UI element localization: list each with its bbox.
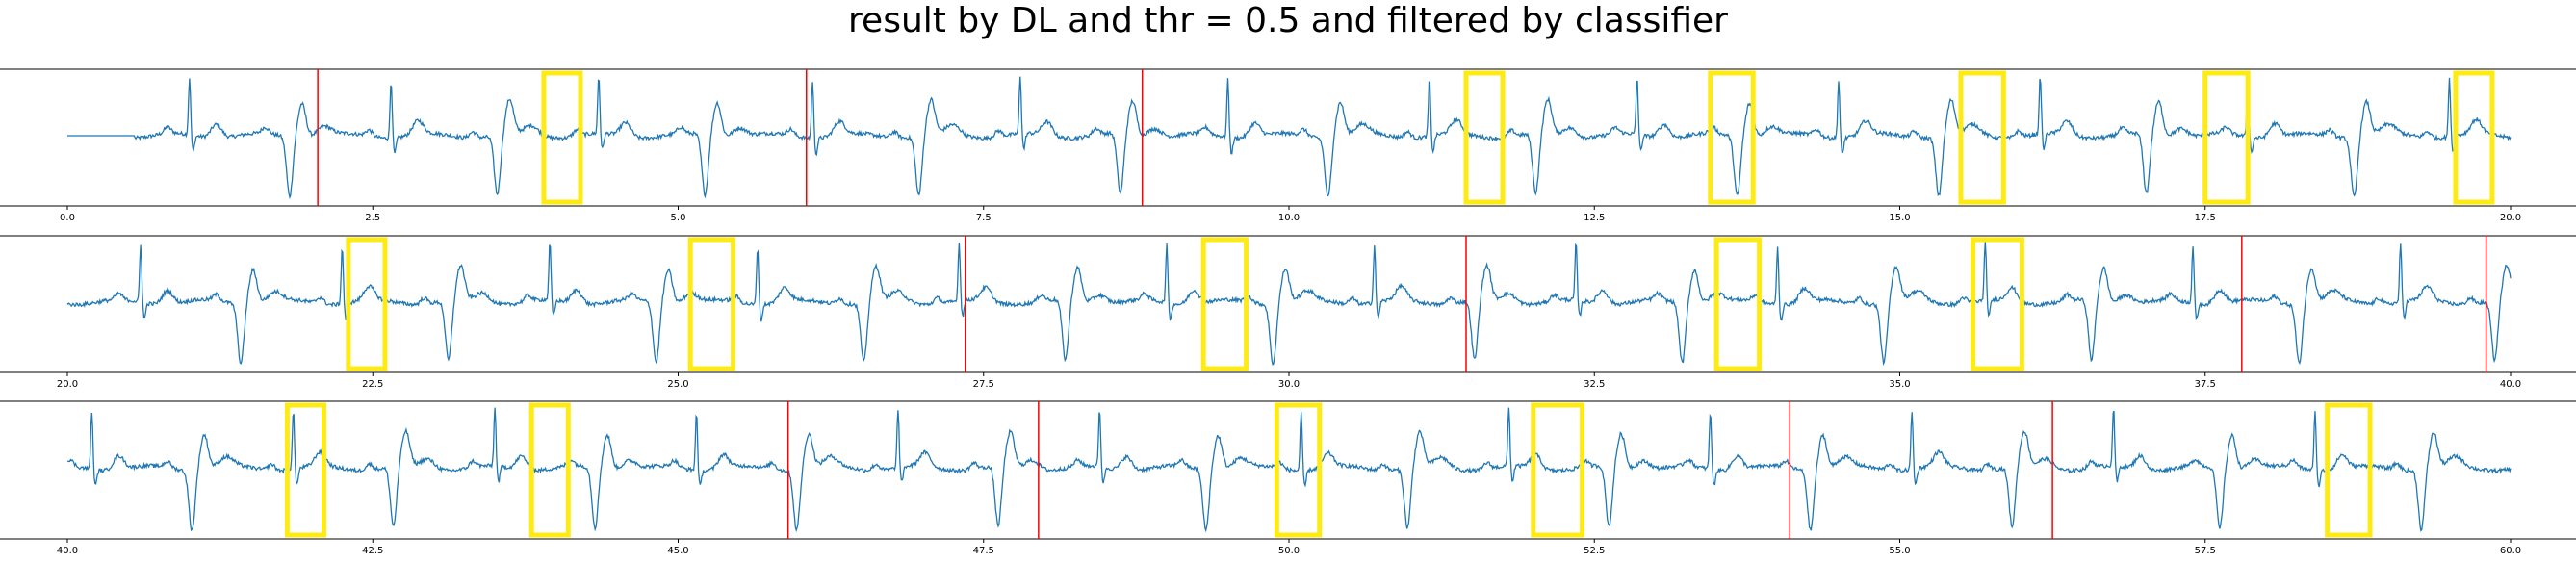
x-tick-label: 52.5 xyxy=(1584,546,1605,556)
detection-box-4 xyxy=(1958,70,2006,205)
x-tick-label: 0.0 xyxy=(60,213,75,223)
x-tick-label: 17.5 xyxy=(2195,213,2216,223)
x-tick-label: 5.0 xyxy=(671,213,686,223)
ecg-signal-line xyxy=(66,242,2512,367)
x-tick-label: 15.0 xyxy=(1889,213,1910,223)
chart-panel-3: 40.0 42.5 45.0 47.5 50.0 52.5 55.0 57.5 60.0 xyxy=(0,400,2576,556)
detection-box-5 xyxy=(1971,237,2024,371)
detection-box-5 xyxy=(2202,70,2251,205)
x-tick-label: 45.0 xyxy=(667,546,688,556)
x-tick-label: 35.0 xyxy=(1889,379,1910,390)
detection-box-3 xyxy=(1708,70,1756,205)
x-tick-label: 20.0 xyxy=(2500,213,2521,223)
detection-box-1 xyxy=(346,237,388,371)
x-tick-label: 25.0 xyxy=(667,379,688,390)
x-tick-label: 10.0 xyxy=(1278,213,1300,223)
ecg-signal-line xyxy=(66,407,2512,533)
detection-box-2 xyxy=(528,402,571,538)
x-tick-label: 40.0 xyxy=(57,546,78,556)
x-tick-label: 22.5 xyxy=(362,379,383,390)
detection-box-3 xyxy=(1274,402,1323,538)
x-tick-label: 12.5 xyxy=(1584,213,1605,223)
detection-box-3 xyxy=(1200,237,1249,371)
chart-panel-1: 0.0 2.5 5.0 7.5 10.0 12.5 15.0 17.5 20.0 xyxy=(0,68,2576,223)
x-tick-label: 60.0 xyxy=(2500,546,2521,556)
x-tick-label: 2.5 xyxy=(365,213,380,223)
x-tick-label: 7.5 xyxy=(976,213,992,223)
x-tick-label: 32.5 xyxy=(1584,379,1605,390)
x-tick-label: 42.5 xyxy=(362,546,383,556)
x-tick-label: 37.5 xyxy=(2195,379,2216,390)
x-tick-label: 50.0 xyxy=(1278,546,1300,556)
detection-box-1 xyxy=(541,70,583,205)
detection-box-2 xyxy=(1463,70,1506,205)
x-tick-label: 27.5 xyxy=(973,379,994,390)
chart-panel-2: 20.0 22.5 25.0 27.5 30.0 32.5 35.0 37.5 40.0 xyxy=(0,235,2576,390)
detection-box-6 xyxy=(2453,70,2495,205)
detection-box-5 xyxy=(2325,402,2373,538)
x-tick-label: 20.0 xyxy=(57,379,78,390)
detection-box-4 xyxy=(1531,402,1585,538)
x-tick-label: 30.0 xyxy=(1278,379,1300,390)
x-tick-label: 57.5 xyxy=(2195,546,2216,556)
x-tick-label: 55.0 xyxy=(1889,546,1910,556)
detection-box-4 xyxy=(1713,237,1763,371)
chart-title: result by DL and thr = 0.5 and filtered … xyxy=(848,1,1728,40)
ecg-signal-line xyxy=(67,76,2512,200)
x-tick-label: 40.0 xyxy=(2500,379,2521,390)
detection-box-2 xyxy=(687,237,736,371)
x-tick-label: 47.5 xyxy=(973,546,994,556)
detection-box-1 xyxy=(284,402,326,538)
